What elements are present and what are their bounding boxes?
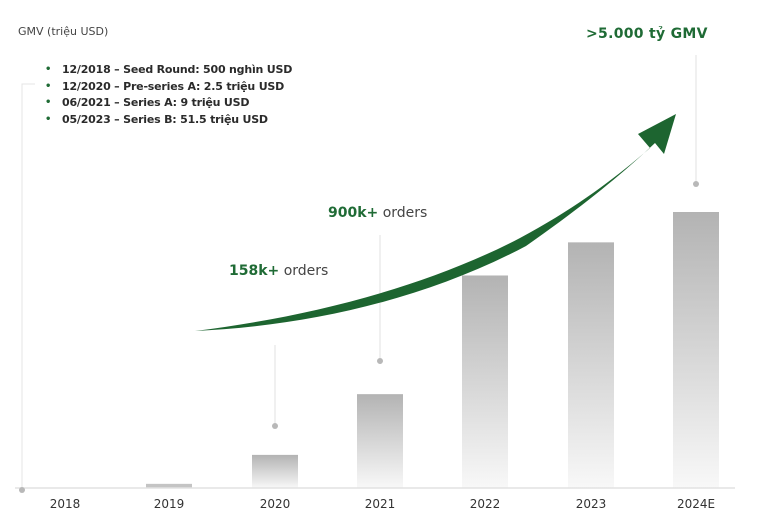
funding-round-item: • 06/2021 – Series A: 9 triệu USD (45, 95, 292, 112)
marker-dot-2024E (693, 181, 699, 187)
bar-2019 (146, 483, 192, 488)
bullet-icon: • (45, 64, 52, 75)
y-axis-label: GMV (triệu USD) (18, 25, 109, 38)
bullet-icon: • (45, 97, 52, 108)
bar-2021 (357, 394, 403, 488)
funding-round-item: • 12/2020 – Pre-series A: 2.5 triệu USD (45, 79, 292, 96)
marker-dot-2021 (377, 358, 383, 364)
x-tick-label: 2024E (676, 497, 716, 511)
marker-dot-2020 (272, 423, 278, 429)
funding-bracket-line (21, 83, 35, 488)
funding-round-item: • 12/2018 – Seed Round: 500 nghìn USD (45, 62, 292, 79)
bar-2023 (568, 242, 614, 488)
x-tick-label: 2023 (575, 497, 607, 511)
funding-rounds-list: • 12/2018 – Seed Round: 500 nghìn USD • 12… (45, 62, 292, 128)
annotation-2020-orders: 158k+ orders (229, 263, 329, 279)
annotation-2024e-gmv: >5.000 tỷ GMV (586, 26, 708, 42)
bar-2022 (462, 275, 508, 488)
axis-origin-marker (19, 487, 25, 493)
bar-2024E (673, 212, 719, 488)
x-tick-label: 2022 (469, 497, 501, 511)
bullet-icon: • (45, 80, 52, 92)
x-tick-label: 2019 (153, 497, 185, 511)
funding-round-item: • 05/2023 – Series B: 51.5 triệu USD (45, 112, 292, 129)
annotation-2021-orders: 900k+ orders (328, 205, 428, 221)
bar-2020 (252, 454, 298, 488)
x-tick-label: 2018 (49, 497, 81, 511)
bullet-icon: • (45, 113, 52, 125)
x-tick-label: 2020 (259, 497, 291, 511)
x-tick-label: 2021 (364, 497, 396, 511)
